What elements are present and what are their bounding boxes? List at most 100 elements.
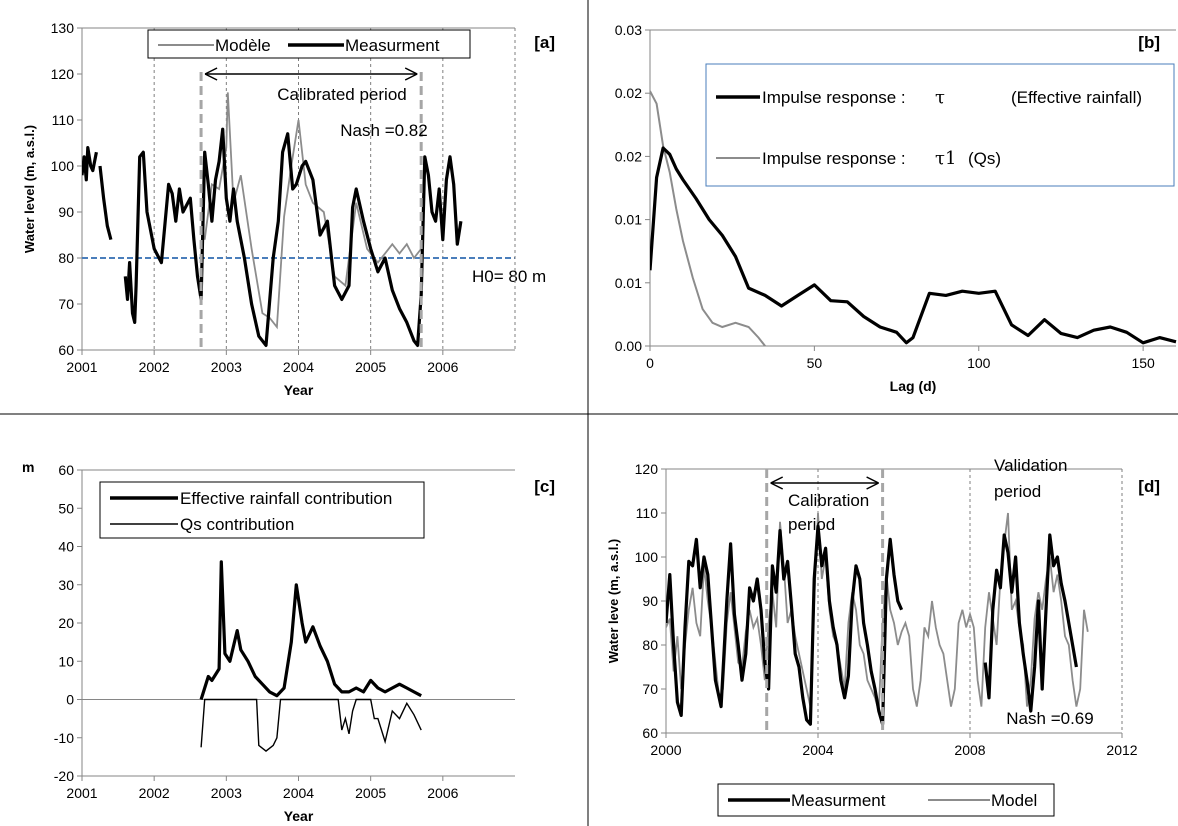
- series-line-measurement: [983, 533, 1078, 713]
- y-tick-label: 60: [642, 725, 658, 741]
- y-tick-label: 130: [51, 20, 75, 36]
- legend-label-tau: Impulse response :: [762, 88, 906, 107]
- x-axis-title: Year: [284, 382, 314, 398]
- legend-label-tau1: Impulse response :: [762, 149, 906, 168]
- panel-d: 60 70 80 90 100 110 120 2000 2004 2008 2012 Water l…: [606, 456, 1160, 817]
- validation-label-line2: period: [994, 482, 1041, 501]
- series-line-effective-rainfall: [199, 560, 422, 700]
- panel-tag: [c]: [534, 477, 555, 496]
- period-label: Calibrated period: [277, 85, 406, 104]
- legend-label-qs: Qs contribution: [180, 515, 294, 534]
- x-tick-label: 2001: [66, 785, 97, 801]
- y-tick-label: 120: [51, 66, 75, 82]
- y-tick-label: 0: [66, 692, 74, 708]
- calibration-label-line2: period: [788, 515, 835, 534]
- y-tick-label: 0.03: [615, 22, 642, 38]
- y-tick-label: 20: [58, 615, 74, 631]
- calibration-label-line1: Calibration: [788, 491, 869, 510]
- series-line-qs: [200, 698, 422, 752]
- y-tick-label: 90: [58, 204, 74, 220]
- series-line-tau: [650, 146, 1177, 345]
- x-tick-label: 2002: [139, 359, 170, 375]
- threshold-label: H0= 80 m: [472, 267, 546, 286]
- x-tick-label: 2004: [283, 785, 314, 801]
- legend-label-effective-rainfall: Effective rainfall contribution: [180, 489, 392, 508]
- y-tick-label: 0.02: [615, 85, 642, 101]
- y-tick-label: 100: [51, 158, 75, 174]
- y-axis-title: Water leve (m, a.s.l.): [606, 539, 621, 664]
- y-tick-label: 0.01: [615, 275, 642, 291]
- series-line-measurement: [98, 165, 113, 241]
- x-tick-label: 2005: [355, 359, 386, 375]
- y-tick-label: 100: [635, 549, 659, 565]
- x-tick-label: 2004: [283, 359, 314, 375]
- x-tick-label: 2004: [802, 742, 833, 758]
- arrow-head-left: [204, 67, 218, 81]
- x-tick-label: 2006: [427, 359, 458, 375]
- panel-c: -20 -10 0 10 20 30 40 50 60 2001 2002 2003 2004 2005 2…: [22, 459, 555, 824]
- y-tick-label: 110: [636, 505, 659, 521]
- panel-b: 0.00 0.01 0.01 0.02 0.02 0.03 0 50 100 150 Lag (d)…: [615, 22, 1177, 394]
- panel-tag: [d]: [1138, 477, 1160, 496]
- legend-label-measurement: Measurment: [345, 36, 440, 55]
- legend-suffix-tau: (Effective rainfall): [1011, 88, 1142, 107]
- x-tick-label: 2000: [650, 742, 681, 758]
- y-tick-label: 50: [58, 500, 74, 516]
- nash-label: Nash =0.69: [1006, 709, 1093, 728]
- y-tick-label: 60: [58, 342, 74, 358]
- panel-tag: [b]: [1138, 33, 1160, 52]
- x-axis-title: Year: [284, 808, 314, 824]
- y-tick-label: 40: [58, 539, 74, 555]
- legend-box: [99, 481, 425, 539]
- y-tick-label: -20: [54, 768, 74, 784]
- y-axis-title: m: [22, 459, 34, 475]
- series-line-measurement: [123, 127, 463, 347]
- legend-label-model: Modèle: [215, 36, 271, 55]
- y-tick-label: 70: [642, 681, 658, 697]
- y-tick-label: 120: [635, 461, 659, 477]
- y-tick-label: 10: [58, 653, 74, 669]
- x-axis-title: Lag (d): [890, 378, 937, 394]
- y-tick-label: 0.00: [615, 338, 642, 354]
- y-tick-label: 90: [642, 593, 658, 609]
- x-tick-label: 150: [1131, 355, 1155, 371]
- panel-a: 60 70 80 90 100 110 120 130 2001 2002 2003 2004 2005…: [22, 20, 555, 398]
- panel-tag: [a]: [534, 33, 555, 52]
- series-line-measurement: [82, 146, 98, 182]
- legend-box: [705, 63, 1175, 187]
- x-tick-label: 50: [807, 355, 823, 371]
- arrow-head-right: [404, 67, 418, 81]
- y-tick-label: 110: [52, 112, 75, 128]
- y-tick-label: 80: [58, 250, 74, 266]
- y-tick-label: 70: [58, 296, 74, 312]
- legend-symbol-tau: τ: [935, 87, 945, 108]
- x-tick-label: 100: [967, 355, 991, 371]
- series-line-measurement: [666, 524, 904, 726]
- x-tick-label: 2012: [1106, 742, 1137, 758]
- legend-label-model: Model: [991, 791, 1037, 810]
- x-tick-label: 2006: [427, 785, 458, 801]
- nash-label: Nash =0.82: [340, 121, 427, 140]
- x-tick-label: 2003: [211, 359, 242, 375]
- y-tick-label: 80: [642, 637, 658, 653]
- validation-label-line1: Validation: [994, 456, 1067, 475]
- arrow-head-left: [770, 476, 784, 490]
- legend-symbol-tau1: τ1: [935, 148, 956, 169]
- x-tick-label: 2001: [66, 359, 97, 375]
- x-tick-label: 2008: [954, 742, 985, 758]
- y-tick-label: -10: [54, 730, 74, 746]
- legend-label-measurement: Measurment: [791, 791, 886, 810]
- y-tick-label: 0.01: [615, 212, 642, 228]
- series-line-model: [200, 92, 422, 330]
- x-tick-label: 0: [646, 355, 654, 371]
- y-tick-label: 30: [58, 577, 74, 593]
- legend-suffix-tau1: (Qs): [968, 149, 1001, 168]
- x-tick-label: 2005: [355, 785, 386, 801]
- x-tick-label: 2003: [211, 785, 242, 801]
- y-axis-title: Water level (m, a.s.l.): [22, 125, 37, 253]
- arrow-head-right: [866, 476, 879, 490]
- y-tick-label: 0.02: [615, 148, 642, 164]
- series-line-model: [666, 512, 1089, 712]
- x-tick-label: 2002: [139, 785, 170, 801]
